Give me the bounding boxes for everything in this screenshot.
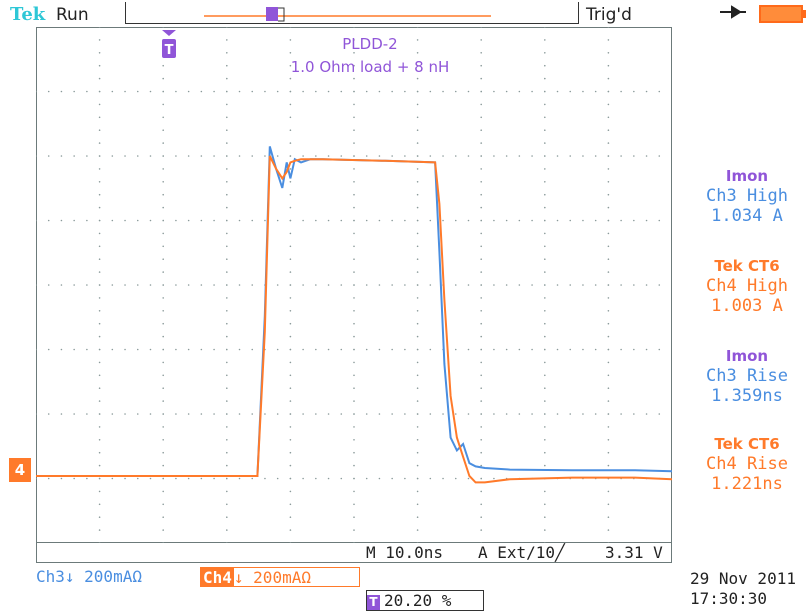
- measurement-label: Ch3 High: [706, 186, 788, 206]
- waveform-display: [36, 27, 672, 543]
- ch3-scale-readout: Ch3↓ 200mAΩ: [36, 567, 142, 586]
- measurement-source: Imon: [725, 167, 769, 185]
- measurement-label: Ch3 Rise: [706, 366, 788, 386]
- run-status: Run: [56, 5, 89, 25]
- trigger-source-readout: A Ext/10╱: [478, 543, 565, 562]
- grid: [36, 27, 661, 543]
- trigger-position-readout: T 20.20 %: [366, 590, 484, 611]
- trigger-source-text: A Ext/10: [478, 543, 556, 562]
- measurement-1: Imon Ch3 High 1.034 A: [685, 166, 809, 226]
- trigger-marker-label: T: [165, 43, 174, 58]
- measurement-3: Imon Ch3 Rise 1.359ns: [685, 346, 809, 406]
- power-plug-icon: [718, 5, 748, 23]
- rising-edge-icon: ╱: [555, 543, 565, 562]
- measurement-4: Tek CT6 Ch4 Rise 1.221ns: [685, 434, 809, 494]
- timebase-readout: M 10.0ns: [366, 543, 444, 562]
- ch4-tag: Ch4: [201, 568, 234, 587]
- record-length-indicator: [125, 2, 579, 24]
- ch4-scale-readout: Ch4 ↓ 200mAΩ: [200, 567, 360, 587]
- ch4-ground-marker: 4: [9, 458, 31, 482]
- screen-title: PLDD-2: [342, 35, 398, 53]
- measurement-label: Ch4 Rise: [706, 454, 788, 474]
- measurement-value: 1.359ns: [711, 386, 783, 406]
- trigger-icon: T: [367, 595, 380, 610]
- measurement-value: 1.221ns: [711, 474, 783, 494]
- trigger-position-value: 20.20 %: [384, 591, 452, 610]
- measurement-source: Tek CT6: [714, 257, 780, 275]
- battery-icon: [759, 5, 806, 23]
- horizontal-status-box: [36, 543, 672, 563]
- measurement-label: Ch4 High: [706, 276, 788, 296]
- measurement-value: 1.034 A: [711, 206, 783, 226]
- date-readout: 29 Nov 2011: [690, 569, 796, 588]
- trigger-position-marker: T: [159, 28, 179, 64]
- measurement-value: 1.003 A: [711, 296, 783, 316]
- trace-ch4: [36, 155, 672, 484]
- measurement-2: Tek CT6 Ch4 High 1.003 A: [685, 256, 809, 316]
- record-bar-graphic: [204, 7, 491, 22]
- trigger-status: Trig'd: [586, 5, 632, 25]
- brand-logo: Tek: [10, 4, 46, 25]
- measurement-source: Imon: [725, 347, 769, 365]
- trigger-level-readout: 3.31 V: [605, 543, 663, 562]
- screen-subtitle: 1.0 Ohm load + 8 nH: [290, 58, 450, 76]
- measurement-source: Tek CT6: [714, 435, 780, 453]
- time-readout: 17:30:30: [690, 589, 768, 608]
- ch4-scale-text: ↓ 200mAΩ: [233, 568, 311, 587]
